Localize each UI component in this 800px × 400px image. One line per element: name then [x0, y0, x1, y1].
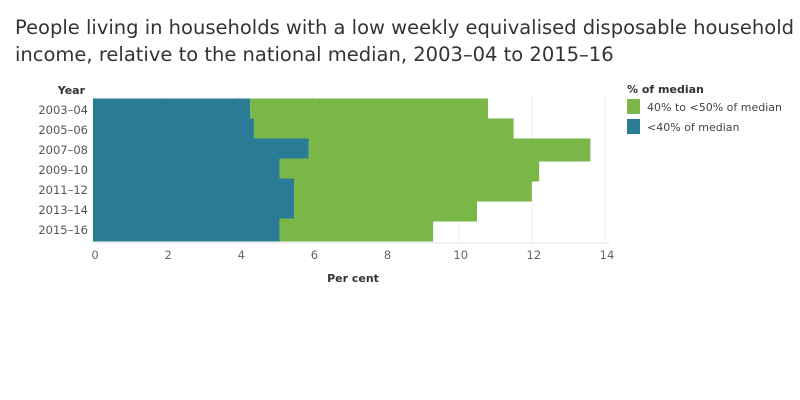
y-tick-label: 2015–16 — [38, 223, 88, 237]
legend-label: 40% to <50% of median — [647, 101, 782, 114]
legend-swatch — [627, 119, 640, 134]
x-tick-label: 2 — [164, 248, 171, 262]
bar-segment — [308, 138, 591, 162]
legend-swatch — [627, 99, 640, 114]
y-tick-label: 2013–14 — [38, 203, 88, 217]
x-tick-label: 6 — [311, 248, 318, 262]
bar-segment — [93, 218, 280, 242]
bar-segment — [279, 158, 540, 182]
bar-segment — [93, 178, 295, 202]
bar-segment — [93, 98, 251, 122]
x-axis-title: Per cent — [327, 272, 379, 285]
x-tick-label: 10 — [453, 248, 468, 262]
legend-title: % of median — [627, 83, 704, 96]
bar-segment — [250, 98, 488, 122]
y-tick-label: 2003–04 — [38, 103, 88, 117]
legend-label: <40% of median — [647, 121, 740, 134]
x-tick-label: 14 — [600, 248, 615, 262]
x-tick-label: 4 — [238, 248, 245, 262]
y-tick-label: 2005–06 — [38, 123, 88, 137]
chart-title: People living in households with a low w… — [15, 16, 795, 66]
y-tick-label: 2009–10 — [38, 163, 88, 177]
x-tick-label: 12 — [527, 248, 542, 262]
bar-segment — [294, 198, 477, 222]
x-tick-label: 0 — [91, 248, 98, 262]
x-tick-label: 8 — [384, 248, 391, 262]
bar-segment — [93, 198, 295, 222]
y-tick-label: 2007–08 — [38, 143, 88, 157]
bar-segment — [253, 118, 514, 142]
y-axis-title: Year — [57, 84, 86, 97]
bar-segment — [279, 218, 434, 242]
bar-segment — [93, 118, 254, 142]
bar-segment — [93, 158, 280, 182]
bar-segment — [294, 178, 532, 202]
y-tick-label: 2011–12 — [38, 183, 88, 197]
bar-segment — [93, 138, 309, 162]
